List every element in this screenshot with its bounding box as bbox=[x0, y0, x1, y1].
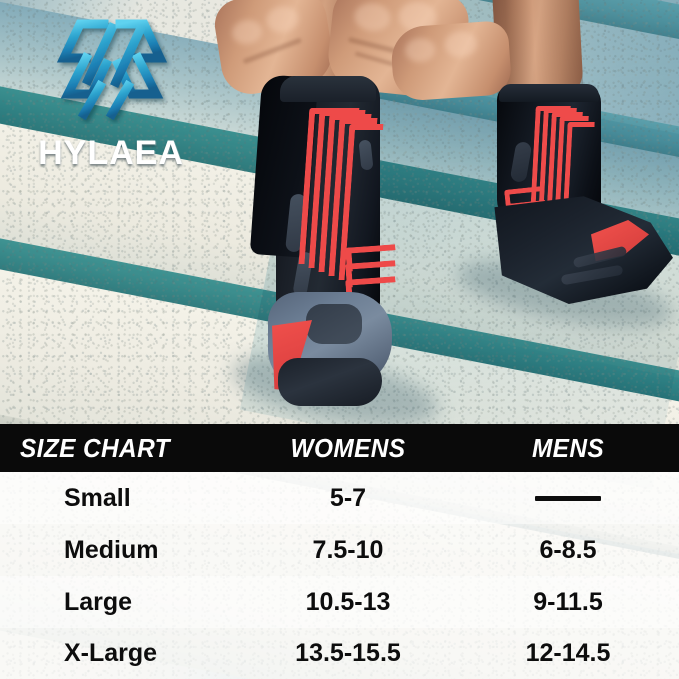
cell-mens bbox=[470, 472, 666, 524]
size-chart-header-row: SIZE CHART WOMENS MENS bbox=[0, 424, 679, 472]
cell-size: Medium bbox=[64, 535, 159, 564]
table-row: Small 5-7 bbox=[0, 472, 679, 524]
brand-name: HYLAEA bbox=[38, 134, 184, 172]
column-header-mens: MENS bbox=[531, 432, 605, 463]
cell-mens: 12-14.5 bbox=[525, 639, 611, 667]
sock-left-toe bbox=[278, 358, 382, 406]
hylaea-h-monogram-icon bbox=[54, 14, 172, 124]
sock-left-heel-pad bbox=[306, 304, 362, 344]
sock-right-foot bbox=[494, 196, 673, 304]
sock-left bbox=[249, 74, 402, 406]
cell-mens: 9-11.5 bbox=[533, 587, 603, 616]
table-row: Large 10.5-13 9-11.5 bbox=[0, 576, 679, 628]
cell-mens: 6-8.5 bbox=[539, 535, 597, 564]
brand-logo: HYLAEA bbox=[18, 14, 204, 172]
column-header-size: SIZE CHART bbox=[20, 432, 170, 463]
cell-womens: 7.5-10 bbox=[312, 535, 384, 564]
cell-womens: 13.5-15.5 bbox=[295, 639, 401, 667]
size-chart-table: SIZE CHART WOMENS MENS Small 5-7 Medium … bbox=[0, 424, 679, 679]
cell-womens: 10.5-13 bbox=[305, 587, 391, 616]
sock-right-cuff bbox=[499, 84, 599, 102]
cell-size: Large bbox=[64, 587, 133, 616]
column-header-womens: WOMENS bbox=[290, 432, 406, 463]
table-row: X-Large 13.5-15.5 12-14.5 bbox=[0, 628, 679, 679]
cell-size: Small bbox=[64, 483, 131, 512]
cell-womens: 5-7 bbox=[329, 483, 367, 512]
no-size-dash-icon bbox=[535, 495, 601, 501]
cell-size: X-Large bbox=[64, 639, 158, 667]
sock-right bbox=[487, 84, 673, 330]
sock-left-cuff bbox=[280, 76, 376, 102]
size-chart-rows: Small 5-7 Medium 7.5-10 6-8.5 Large 10.5… bbox=[0, 472, 679, 679]
table-row: Medium 7.5-10 6-8.5 bbox=[0, 524, 679, 576]
